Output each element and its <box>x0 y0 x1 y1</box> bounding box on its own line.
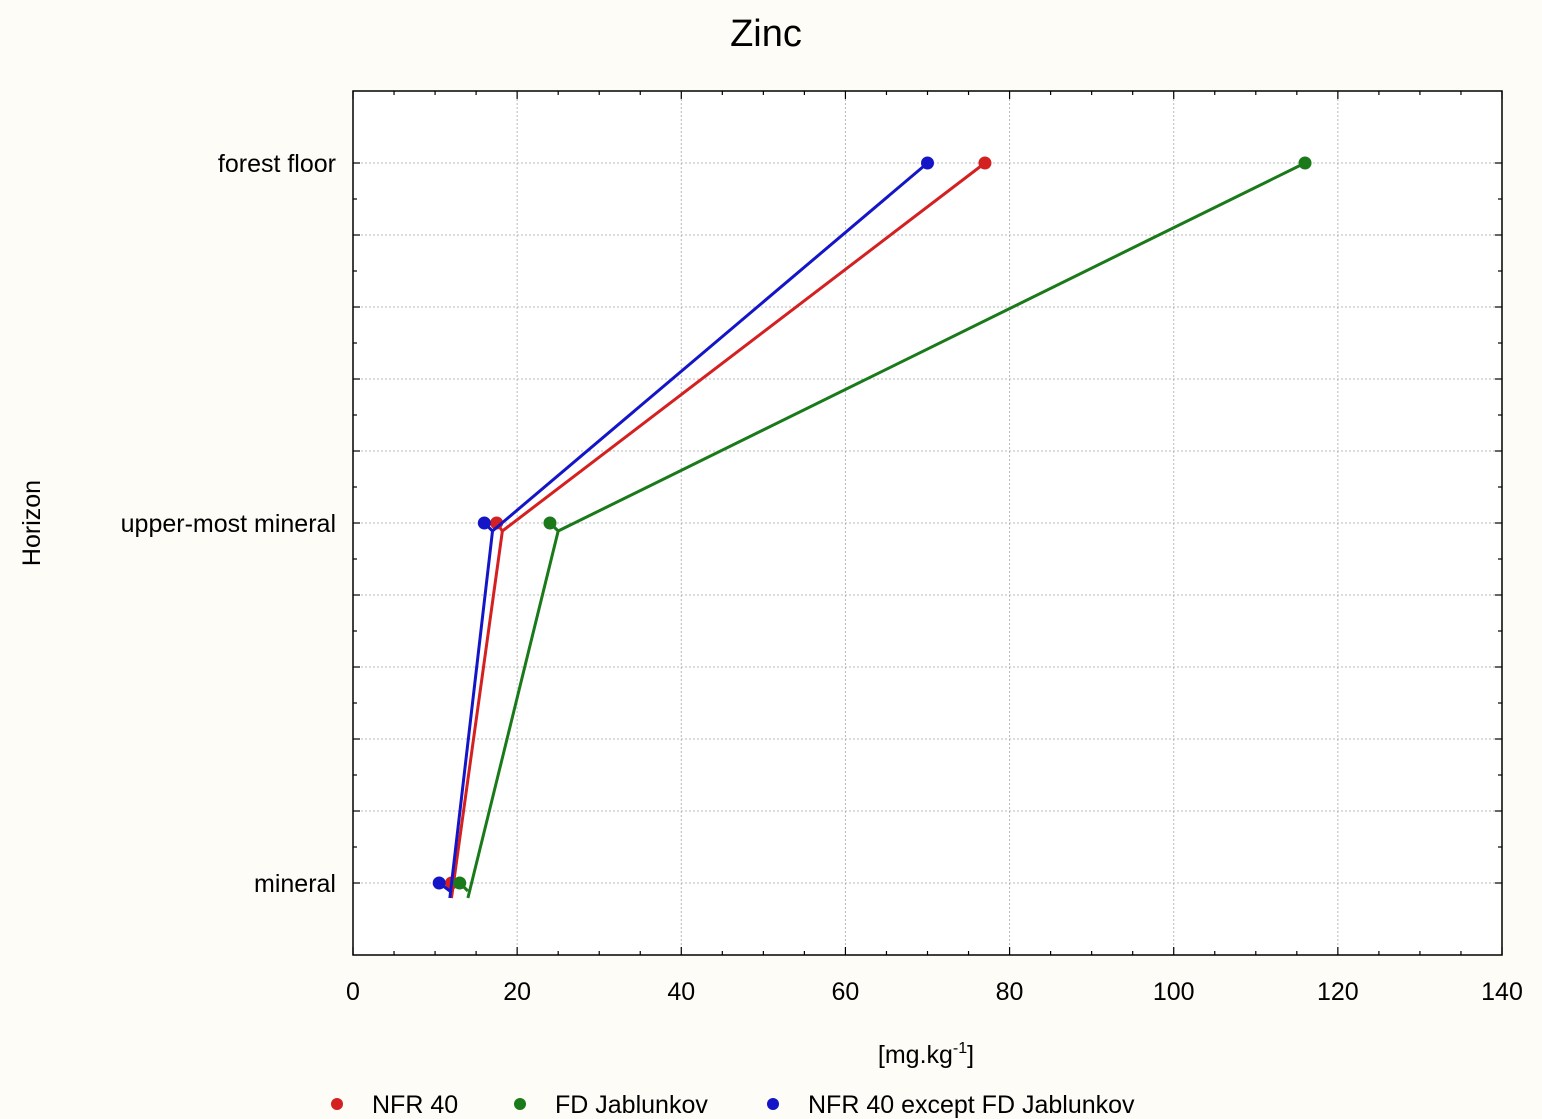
x-tick-label-100: 100 <box>1153 978 1195 1006</box>
chart-title: Zinc <box>730 13 802 55</box>
legend-marker-3 <box>767 1098 779 1110</box>
x-tick-label-20: 20 <box>503 978 531 1006</box>
y-tick-label-upper-most-mineral: upper-most mineral <box>121 510 336 538</box>
data-point-3-3 <box>432 876 446 890</box>
x-axis-label-sup: -1 <box>953 1040 967 1057</box>
data-point-1-1 <box>978 156 992 170</box>
y-axis-label: Horizon <box>18 480 46 566</box>
x-tick-label-60: 60 <box>832 978 860 1006</box>
legend-marker-2 <box>514 1098 526 1110</box>
legend-label-1: NFR 40 <box>372 1091 458 1119</box>
legend-label-3: NFR 40 except FD Jablunkov <box>808 1091 1135 1119</box>
x-axis-label: [mg.kg-1] <box>878 1040 974 1069</box>
x-tick-label-80: 80 <box>996 978 1024 1006</box>
x-axis-label-tail: ] <box>967 1041 974 1069</box>
legend-label-2: FD Jablunkov <box>555 1091 708 1119</box>
data-point-2-3 <box>453 876 467 890</box>
y-tick-labels: forest floor upper-most mineral mineral <box>121 150 336 898</box>
data-point-3-2 <box>477 516 491 530</box>
x-axis-label-main: [mg.kg <box>878 1041 953 1069</box>
y-tick-label-forest-floor: forest floor <box>218 150 336 178</box>
y-tick-label-mineral: mineral <box>254 870 336 898</box>
grid-lines <box>353 91 1502 955</box>
data-point-2-1 <box>1298 156 1312 170</box>
x-tick-labels: 0 20 40 60 80 100 120 140 <box>346 978 1523 1006</box>
series-3 <box>432 156 934 899</box>
series-lines <box>432 156 1312 899</box>
data-point-2-2 <box>543 516 557 530</box>
legend: NFR 40 FD Jablunkov NFR 40 except FD Jablu… <box>331 1091 1135 1119</box>
x-tick-label-140: 140 <box>1481 978 1523 1006</box>
series-line-2 <box>466 161 1306 899</box>
data-point-3-1 <box>921 156 934 170</box>
legend-marker-1 <box>331 1098 343 1110</box>
axis-ticks <box>352 91 1503 955</box>
series-1 <box>444 156 992 899</box>
x-tick-label-40: 40 <box>667 978 695 1006</box>
series-line-1 <box>450 161 986 899</box>
series-2 <box>453 156 1312 899</box>
series-line-3 <box>448 161 929 899</box>
x-tick-label-120: 120 <box>1317 978 1359 1006</box>
x-tick-label-0: 0 <box>346 978 360 1006</box>
